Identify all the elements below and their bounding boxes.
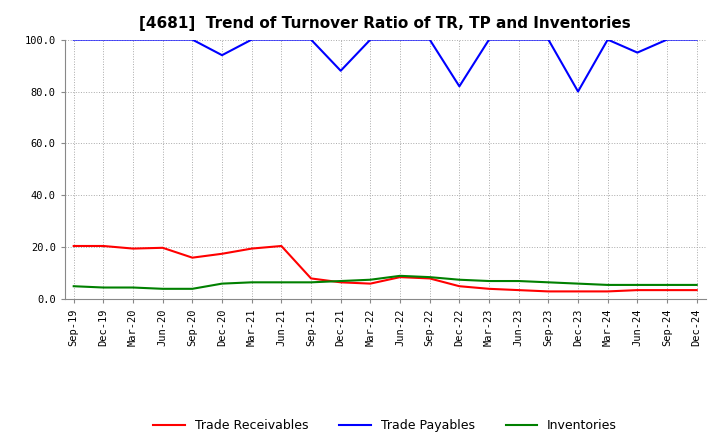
Trade Receivables: [693, 287, 701, 293]
Inventories: [514, 279, 523, 284]
Inventories: [129, 285, 138, 290]
Inventories: [662, 282, 671, 288]
Trade Receivables: [188, 255, 197, 260]
Inventories: [69, 284, 78, 289]
Legend: Trade Receivables, Trade Payables, Inventories: Trade Receivables, Trade Payables, Inven…: [148, 414, 622, 437]
Trade Payables: [514, 37, 523, 42]
Inventories: [633, 282, 642, 288]
Trade Receivables: [426, 276, 434, 281]
Inventories: [693, 282, 701, 288]
Line: Trade Payables: Trade Payables: [73, 40, 697, 92]
Inventories: [426, 275, 434, 280]
Trade Receivables: [574, 289, 582, 294]
Trade Payables: [662, 37, 671, 42]
Trade Payables: [693, 37, 701, 42]
Trade Payables: [455, 84, 464, 89]
Trade Payables: [129, 37, 138, 42]
Trade Payables: [485, 37, 493, 42]
Trade Receivables: [514, 287, 523, 293]
Trade Payables: [366, 37, 374, 42]
Inventories: [188, 286, 197, 291]
Trade Receivables: [662, 287, 671, 293]
Trade Receivables: [485, 286, 493, 291]
Trade Payables: [574, 89, 582, 94]
Trade Payables: [336, 68, 345, 73]
Trade Receivables: [396, 275, 405, 280]
Trade Payables: [99, 37, 108, 42]
Line: Trade Receivables: Trade Receivables: [73, 246, 697, 291]
Inventories: [603, 282, 612, 288]
Trade Receivables: [455, 284, 464, 289]
Title: [4681]  Trend of Turnover Ratio of TR, TP and Inventories: [4681] Trend of Turnover Ratio of TR, TP…: [140, 16, 631, 32]
Trade Payables: [158, 37, 167, 42]
Inventories: [396, 273, 405, 279]
Line: Inventories: Inventories: [73, 276, 697, 289]
Trade Receivables: [366, 281, 374, 286]
Trade Payables: [69, 37, 78, 42]
Trade Payables: [217, 52, 226, 58]
Trade Receivables: [69, 243, 78, 249]
Trade Payables: [426, 37, 434, 42]
Trade Receivables: [217, 251, 226, 257]
Inventories: [277, 280, 286, 285]
Trade Payables: [633, 50, 642, 55]
Trade Payables: [248, 37, 256, 42]
Inventories: [99, 285, 108, 290]
Trade Receivables: [129, 246, 138, 251]
Trade Payables: [188, 37, 197, 42]
Inventories: [158, 286, 167, 291]
Trade Receivables: [633, 287, 642, 293]
Inventories: [217, 281, 226, 286]
Trade Receivables: [603, 289, 612, 294]
Inventories: [366, 277, 374, 282]
Trade Payables: [603, 37, 612, 42]
Inventories: [307, 280, 315, 285]
Trade Payables: [544, 37, 553, 42]
Inventories: [485, 279, 493, 284]
Trade Receivables: [544, 289, 553, 294]
Trade Receivables: [99, 243, 108, 249]
Trade Payables: [277, 37, 286, 42]
Inventories: [455, 277, 464, 282]
Trade Payables: [396, 37, 405, 42]
Inventories: [336, 279, 345, 284]
Trade Receivables: [277, 243, 286, 249]
Inventories: [544, 280, 553, 285]
Trade Payables: [307, 37, 315, 42]
Inventories: [248, 280, 256, 285]
Trade Receivables: [307, 276, 315, 281]
Trade Receivables: [158, 245, 167, 250]
Trade Receivables: [336, 280, 345, 285]
Trade Receivables: [248, 246, 256, 251]
Inventories: [574, 281, 582, 286]
